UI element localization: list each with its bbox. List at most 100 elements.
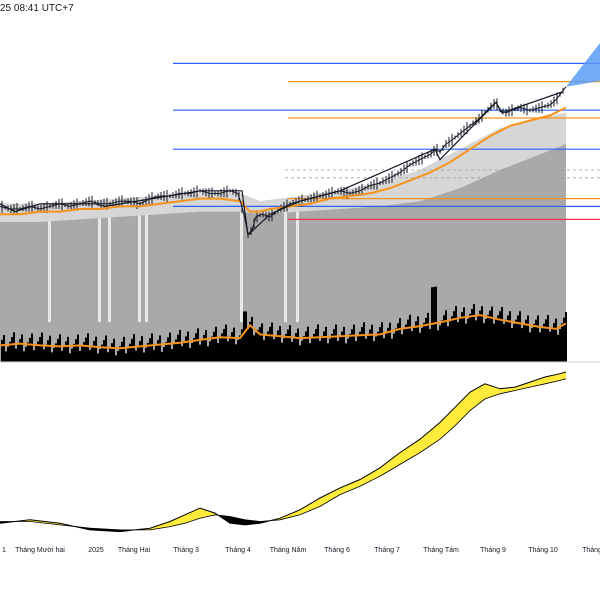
volume-bar — [389, 323, 391, 362]
volume-bar — [79, 351, 81, 362]
volume-bar — [475, 320, 477, 362]
volume-bar — [11, 337, 13, 362]
volume-bar — [237, 340, 239, 362]
volume-bar — [557, 335, 559, 362]
volume-bar — [381, 322, 383, 362]
volume-bar — [561, 323, 563, 362]
volume-bar — [505, 320, 507, 362]
indicator-fill — [458, 402, 460, 422]
volume-bar — [213, 332, 215, 362]
volume-bar — [299, 345, 301, 362]
volume-bar — [31, 334, 33, 362]
volume-bar — [123, 337, 125, 362]
volume-bar — [411, 331, 413, 362]
volume-bar — [103, 340, 105, 362]
volume-bar — [413, 326, 415, 362]
volume-bar — [363, 322, 365, 362]
indicator-fill — [430, 429, 432, 446]
volume-bar — [7, 347, 9, 362]
indicator-fill — [230, 516, 232, 523]
volume-bar — [35, 346, 37, 362]
volume-bar — [549, 332, 551, 362]
volume-bar — [133, 334, 135, 362]
volume-bar — [65, 342, 67, 362]
x-tick-label: Tháng Mười hai — [15, 547, 65, 554]
volume-bar — [375, 336, 377, 362]
volume-bar — [515, 320, 517, 362]
volume-bar — [5, 351, 7, 362]
volume-bar — [67, 337, 69, 362]
volume-bar — [417, 316, 419, 362]
indicator-fill — [494, 387, 496, 396]
volume-bar — [173, 344, 175, 362]
indicator-fill — [442, 418, 444, 437]
volume-bar — [169, 333, 171, 362]
volume-bar — [537, 315, 539, 362]
volume-bar — [109, 348, 111, 362]
volume-bar — [233, 328, 235, 362]
indicator-fill — [236, 518, 238, 524]
indicator-fill — [402, 450, 404, 463]
volume-bar — [447, 326, 449, 362]
volume-bar — [527, 315, 529, 362]
volume-bar — [217, 343, 219, 362]
volume-bar — [269, 327, 271, 362]
volume-bar — [17, 344, 19, 362]
volume-bar — [285, 334, 287, 362]
volume-bar — [463, 307, 465, 362]
volume-bar — [423, 323, 425, 362]
volume-bar — [519, 311, 521, 362]
volume-bar — [41, 333, 43, 362]
indicator-fill — [492, 386, 494, 396]
volume-bar — [243, 311, 245, 362]
indicator-fill — [452, 408, 454, 428]
volume-bar — [189, 348, 191, 362]
indicator-fill — [416, 441, 418, 455]
volume-bar — [163, 347, 165, 362]
volume-bar — [403, 329, 405, 362]
volume-bar — [75, 339, 77, 362]
indicator-fill — [444, 416, 446, 435]
volume-bar — [383, 338, 385, 362]
volume-bar — [437, 330, 439, 362]
volume-bar — [469, 314, 471, 362]
volume-bar — [201, 340, 203, 362]
x-tick-label: Tháng Năm — [270, 547, 307, 554]
volume-bar — [401, 334, 403, 362]
volume-bar — [149, 338, 151, 362]
volume-bar — [495, 319, 497, 362]
indicator-fill — [560, 373, 562, 380]
indicator-fill — [194, 510, 196, 520]
volume-bar — [503, 324, 505, 362]
indicator-fill — [192, 511, 194, 521]
volume-bar — [45, 345, 47, 362]
volume-bar — [195, 333, 197, 362]
volume-bar — [353, 325, 355, 362]
volume-bar — [59, 334, 61, 362]
indicator-fill — [184, 514, 186, 523]
volume-bar — [157, 340, 159, 362]
volume-bar — [171, 349, 173, 362]
volume-bar — [347, 339, 349, 362]
volume-bar — [459, 317, 461, 362]
volume-bar — [1, 340, 3, 362]
indicator-fill — [488, 385, 490, 398]
volume-bar — [71, 349, 73, 362]
indicator-fill — [414, 442, 416, 456]
volume-bar — [279, 326, 281, 362]
volume-bar — [263, 340, 265, 362]
indicator-fill — [396, 454, 398, 467]
volume-bar — [429, 329, 431, 362]
volume-bar — [235, 344, 237, 362]
volume-bar — [507, 315, 509, 362]
volume-bar — [455, 306, 457, 362]
volume-bar — [497, 315, 499, 362]
volume-bar — [139, 341, 141, 362]
volume-bar — [315, 329, 317, 362]
volume-bar — [275, 335, 277, 362]
volume-bar — [293, 337, 295, 362]
indicator-fill — [446, 414, 448, 433]
volume-bar — [135, 351, 137, 363]
volume-bar — [69, 353, 71, 362]
